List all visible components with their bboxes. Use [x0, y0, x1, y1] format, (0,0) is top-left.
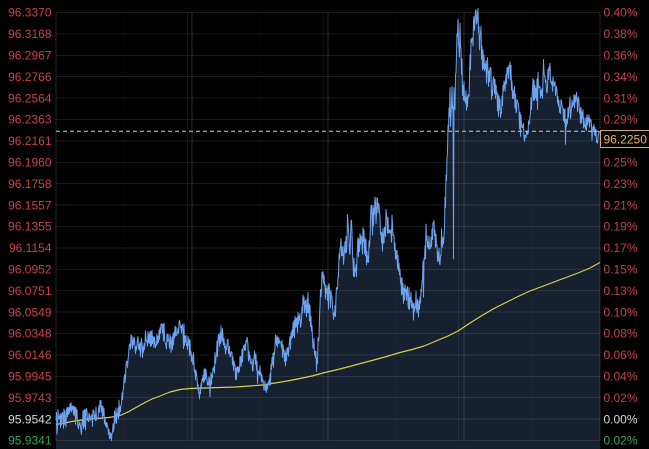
svg-text:0.19%: 0.19%: [604, 220, 638, 234]
svg-text:0.10%: 0.10%: [604, 305, 638, 319]
svg-text:0.21%: 0.21%: [604, 198, 638, 212]
svg-text:96.0751: 96.0751: [8, 284, 52, 298]
svg-text:96.1960: 96.1960: [8, 156, 52, 170]
svg-text:96.2967: 96.2967: [8, 49, 52, 63]
svg-text:95.9945: 95.9945: [8, 370, 52, 384]
svg-text:0.17%: 0.17%: [604, 241, 638, 255]
svg-text:0.04%: 0.04%: [604, 370, 638, 384]
svg-text:96.0348: 96.0348: [8, 327, 52, 341]
svg-text:96.1557: 96.1557: [8, 198, 52, 212]
svg-text:96.3168: 96.3168: [8, 27, 52, 41]
svg-text:0.23%: 0.23%: [604, 177, 638, 191]
svg-text:96.1758: 96.1758: [8, 177, 52, 191]
svg-text:96.2564: 96.2564: [8, 91, 52, 105]
svg-text:0.02%: 0.02%: [604, 434, 638, 448]
svg-text:0.15%: 0.15%: [604, 263, 638, 277]
svg-text:0.08%: 0.08%: [604, 327, 638, 341]
svg-text:0.36%: 0.36%: [604, 49, 638, 63]
svg-text:0.34%: 0.34%: [604, 70, 638, 84]
svg-text:96.1154: 96.1154: [9, 241, 52, 255]
svg-text:96.2161: 96.2161: [8, 134, 52, 148]
svg-text:95.9743: 95.9743: [8, 391, 52, 405]
svg-text:0.13%: 0.13%: [604, 284, 638, 298]
svg-text:96.3370: 96.3370: [8, 6, 52, 20]
svg-text:95.9542: 95.9542: [8, 412, 52, 426]
svg-text:96.0952: 96.0952: [8, 263, 52, 277]
svg-text:96.2363: 96.2363: [8, 113, 52, 127]
svg-text:0.00%: 0.00%: [604, 412, 638, 426]
svg-text:95.9341: 95.9341: [8, 434, 52, 448]
svg-text:96.0549: 96.0549: [8, 305, 52, 319]
svg-text:0.31%: 0.31%: [604, 91, 638, 105]
svg-text:0.38%: 0.38%: [604, 27, 638, 41]
svg-text:0.40%: 0.40%: [604, 6, 638, 20]
svg-text:96.0146: 96.0146: [8, 348, 52, 362]
svg-text:96.2766: 96.2766: [8, 70, 52, 84]
svg-text:96.1355: 96.1355: [8, 220, 52, 234]
svg-text:0.25%: 0.25%: [604, 156, 638, 170]
svg-text:0.06%: 0.06%: [604, 348, 638, 362]
svg-text:96.2250: 96.2250: [604, 132, 648, 146]
svg-text:0.29%: 0.29%: [604, 113, 638, 127]
svg-text:0.02%: 0.02%: [604, 391, 638, 405]
